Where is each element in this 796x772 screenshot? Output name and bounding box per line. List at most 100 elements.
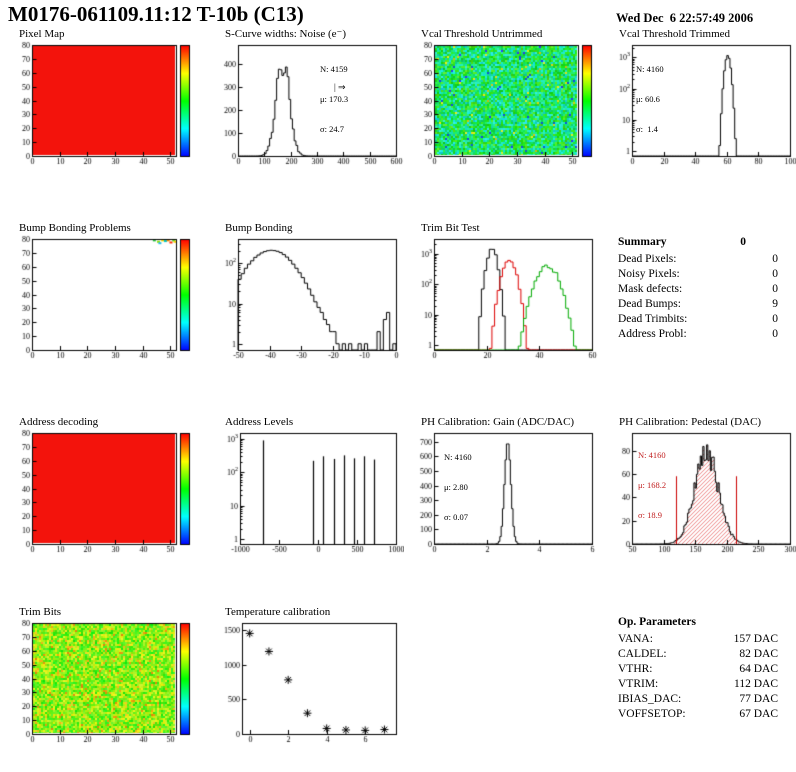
scurve-noise-chart (214, 41, 404, 169)
op-parameter-value: 77 DAC (739, 693, 778, 705)
op-parameter-row: VANA: 157 DAC (618, 632, 778, 647)
stats-n: N: 4160 (444, 452, 472, 462)
address-decoding-chart (8, 429, 198, 557)
stats-n: N: 4159 (320, 64, 348, 74)
summary-row: Dead Pixels: 0 (618, 252, 778, 267)
stats-box: N: 4159 μ: 170.3 σ: 24.7 (320, 44, 348, 154)
stats-sigma: σ: 24.7 (320, 124, 344, 134)
panel-bump-bonding: Bump Bonding (214, 222, 410, 363)
ph-gain-chart (410, 429, 600, 557)
stats-sigma: σ: 1.4 (636, 124, 658, 134)
summary-value: 0 (772, 328, 778, 340)
bump-bonding-chart (214, 235, 404, 363)
address-levels-chart (214, 429, 404, 557)
op-parameter-row: VTRIM: 112 DAC (618, 677, 778, 692)
panel-title: Address decoding (19, 416, 99, 428)
panel-title: S-Curve widths: Noise (e⁻) (225, 28, 346, 40)
stats-mu: μ: 170.3 (320, 94, 349, 104)
summary-label: Dead Pixels: (618, 253, 677, 265)
pixel-map-chart (8, 41, 198, 169)
op-parameter-row: CALDEL: 82 DAC (618, 647, 778, 662)
summary-row: Dead Trimbits: 0 (618, 312, 778, 327)
summary-value: 0 (772, 313, 778, 325)
summary-total: 0 (740, 236, 746, 248)
cut-arrow-annotation: | ⇒ (334, 82, 346, 92)
op-parameter-value: 82 DAC (739, 648, 778, 660)
op-parameter-value: 64 DAC (739, 663, 778, 675)
panel-title: PH Calibration: Gain (ADC/DAC) (421, 416, 575, 428)
stats-sigma: σ: 0.07 (444, 512, 468, 522)
op-parameter-row: VTHR: 64 DAC (618, 662, 778, 677)
panel-title: Temperature calibration (225, 606, 331, 618)
panel-title: Pixel Map (19, 28, 65, 40)
op-parameters-panel: Op. Parameters VANA: 157 DAC CALDEL: 82 DA… (618, 616, 778, 722)
summary-row: Mask defects: 0 (618, 282, 778, 297)
trim-bit-test-chart (410, 235, 600, 363)
summary-label: Noisy Pixels: (618, 268, 680, 280)
summary-value: 0 (772, 283, 778, 295)
summary-row: Address Probl: 0 (618, 327, 778, 342)
vcal-trimmed-chart (608, 41, 796, 169)
page-title: M0176-061109.11:12 T-10b (C13) (8, 2, 304, 26)
timestamp: Wed Dec 6 22:57:49 2006 (616, 11, 754, 25)
summary-value: 9 (772, 298, 778, 310)
op-parameter-label: VOFFSETOP: (618, 708, 686, 720)
panel-title: Trim Bits (19, 606, 62, 618)
op-parameter-label: VTHR: (618, 663, 653, 675)
panel-title: Vcal Threshold Trimmed (619, 28, 731, 40)
panel-title: Trim Bit Test (421, 222, 480, 234)
summary-header: Summary 0 (618, 236, 746, 248)
op-parameter-label: CALDEL: (618, 648, 667, 660)
panel-address-decoding: Address decoding (8, 416, 204, 557)
summary-row: Dead Bumps: 9 (618, 297, 778, 312)
panel-trim-bits: Trim Bits (8, 606, 204, 747)
panel-vcal-trimmed: Vcal Threshold Trimmed N: 4160 μ: 60.6 σ… (608, 28, 796, 169)
ph-pedestal-chart (608, 429, 796, 557)
op-parameter-row: IBIAS_DAC: 77 DAC (618, 692, 778, 707)
panel-ph-gain: PH Calibration: Gain (ADC/DAC) N: 4160 μ… (410, 416, 606, 557)
panel-temp-cal: Temperature calibration (214, 606, 410, 747)
op-parameter-label: VANA: (618, 633, 653, 645)
op-parameter-label: IBIAS_DAC: (618, 693, 682, 705)
panel-trim-bit-test: Trim Bit Test (410, 222, 606, 363)
op-parameters-title: Op. Parameters (618, 616, 696, 628)
summary-label: Address Probl: (618, 328, 687, 340)
bump-problems-chart (8, 235, 198, 363)
op-parameter-value: 157 DAC (733, 633, 778, 645)
panel-title: Bump Bonding (225, 222, 293, 234)
vcal-untrimmed-chart (410, 41, 600, 169)
panel-title: Bump Bonding Problems (19, 222, 131, 234)
panel-title: Address Levels (225, 416, 294, 428)
stats-n: N: 4160 (638, 450, 666, 460)
panel-bump-problems: Bump Bonding Problems (8, 222, 204, 363)
summary-label: Dead Bumps: (618, 298, 681, 310)
summary-title: Summary (618, 236, 667, 248)
op-parameter-value: 112 DAC (734, 678, 778, 690)
panel-pixel-map: Pixel Map (8, 28, 204, 169)
stats-n: N: 4160 (636, 64, 664, 74)
op-parameter-label: VTRIM: (618, 678, 659, 690)
panel-vcal-untrimmed: Vcal Threshold Untrimmed (410, 28, 606, 169)
summary-label: Mask defects: (618, 283, 683, 295)
trim-bits-chart (8, 619, 198, 747)
panel-address-levels: Address Levels (214, 416, 410, 557)
stats-mu: μ: 2.80 (444, 482, 468, 492)
summary-value: 0 (772, 253, 778, 265)
stats-box: N: 4160 μ: 168.2 σ: 18.9 (638, 430, 666, 540)
panel-ph-pedestal: PH Calibration: Pedestal (DAC) N: 4160 μ… (608, 416, 796, 557)
stats-box: N: 4160 μ: 2.80 σ: 0.07 (444, 432, 472, 542)
summary-value: 0 (772, 268, 778, 280)
stats-mu: μ: 60.6 (636, 94, 660, 104)
summary-row: Noisy Pixels: 0 (618, 267, 778, 282)
panel-title: PH Calibration: Pedestal (DAC) (619, 416, 762, 428)
panel-scurve-noise: S-Curve widths: Noise (e⁻) N: 4159 μ: 17… (214, 28, 410, 169)
summary-panel: Summary 0 Dead Pixels: 0 Noisy Pixels: 0 M… (618, 236, 778, 342)
summary-label: Dead Trimbits: (618, 313, 688, 325)
op-parameter-value: 67 DAC (739, 708, 778, 720)
stats-sigma: σ: 18.9 (638, 510, 662, 520)
op-parameter-row: VOFFSETOP: 67 DAC (618, 707, 778, 722)
stats-box: N: 4160 μ: 60.6 σ: 1.4 (636, 44, 664, 154)
panel-title: Vcal Threshold Untrimmed (421, 28, 543, 40)
temp-cal-chart (214, 619, 404, 747)
